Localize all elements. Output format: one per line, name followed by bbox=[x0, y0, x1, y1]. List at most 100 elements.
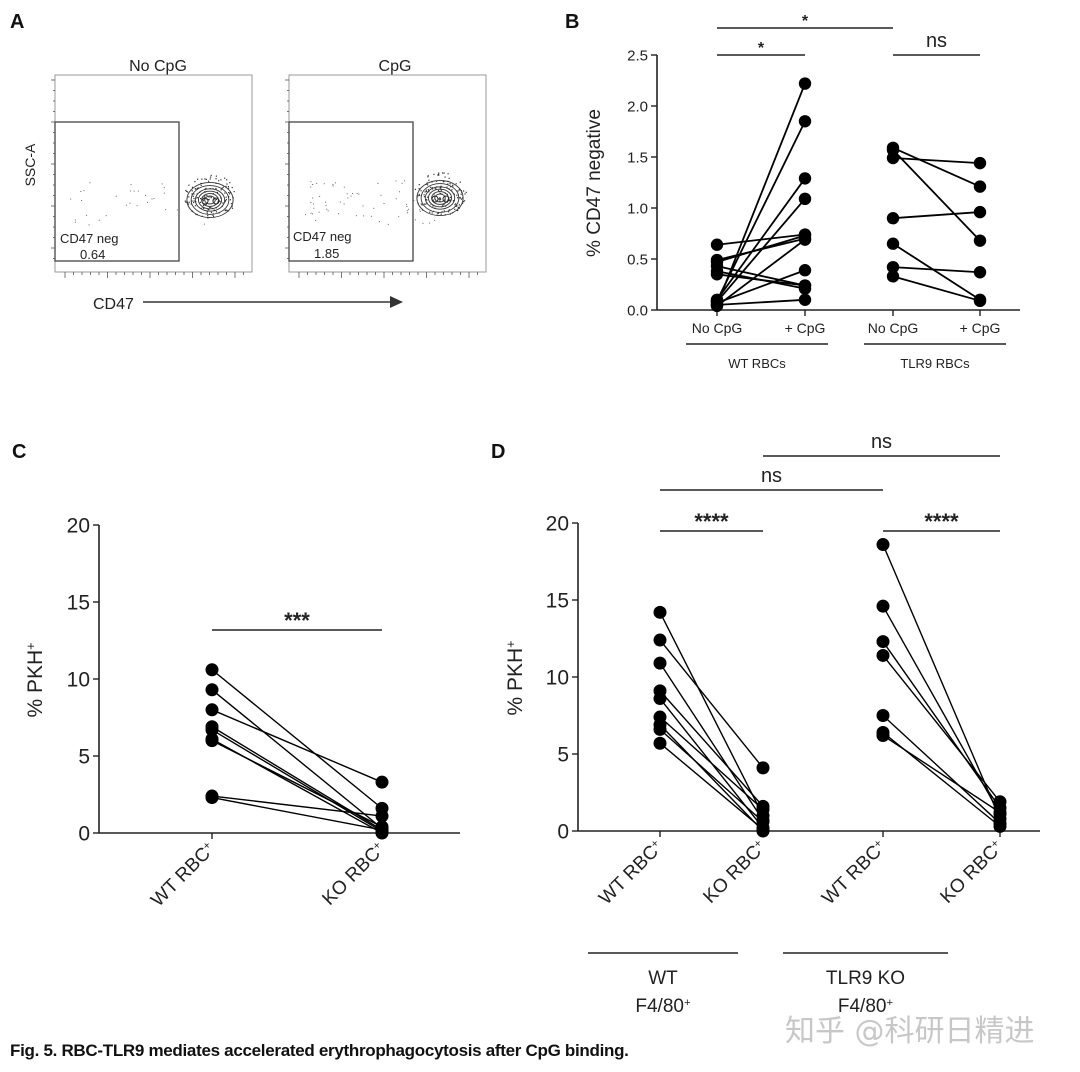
event-dot bbox=[458, 189, 460, 191]
event-dot bbox=[427, 176, 429, 178]
event-dot bbox=[227, 185, 230, 188]
event-dot bbox=[406, 205, 408, 207]
event-dot bbox=[421, 204, 423, 206]
paired-line bbox=[211, 689, 383, 829]
paired-line bbox=[892, 242, 981, 301]
event-dot bbox=[207, 199, 210, 201]
event-dot bbox=[457, 190, 459, 192]
event-dot bbox=[447, 173, 449, 175]
event-dot bbox=[425, 190, 427, 193]
paired-line bbox=[716, 83, 806, 306]
y-tick-label: 1.5 bbox=[627, 149, 648, 166]
flow-plot-cpg: CD47 neg 1.85 bbox=[285, 74, 487, 278]
density-contour bbox=[424, 186, 456, 210]
density-contour bbox=[197, 190, 222, 210]
event-dot bbox=[125, 204, 127, 206]
paired-line bbox=[716, 265, 806, 287]
event-dot bbox=[153, 198, 155, 200]
event-dot bbox=[228, 192, 230, 194]
density-peak bbox=[201, 197, 209, 205]
event-dot bbox=[457, 206, 459, 209]
event-dot bbox=[129, 202, 131, 204]
event-dot bbox=[455, 183, 457, 185]
event-dot bbox=[441, 211, 443, 213]
gate-label: CD47 neg bbox=[60, 231, 119, 246]
event-dot bbox=[465, 191, 467, 193]
event-dot bbox=[423, 194, 425, 196]
event-dot bbox=[406, 212, 408, 214]
event-dot bbox=[213, 209, 215, 211]
group-label: TLR9 RBCs bbox=[900, 356, 970, 371]
event-dot bbox=[456, 197, 459, 199]
event-dot bbox=[327, 210, 329, 212]
paired-line bbox=[892, 211, 981, 220]
event-dot bbox=[233, 190, 235, 193]
group-label: WT bbox=[648, 968, 678, 989]
panel-a-flow-cytometry: No CpG CpG SSC-A CD47 CD47 neg 0.64 CD47… bbox=[22, 58, 487, 313]
event-dot bbox=[414, 188, 417, 190]
gate-label: CD47 neg bbox=[293, 229, 352, 244]
data-point bbox=[205, 663, 219, 677]
event-dot bbox=[456, 194, 458, 196]
event-dot bbox=[373, 207, 375, 209]
event-dot bbox=[199, 198, 202, 200]
density-peak bbox=[442, 195, 450, 203]
data-point bbox=[886, 212, 900, 225]
event-dot bbox=[212, 214, 214, 217]
data-point bbox=[710, 255, 724, 269]
event-dot bbox=[197, 187, 199, 189]
paired-line bbox=[892, 149, 981, 242]
event-dot bbox=[454, 208, 456, 210]
data-point bbox=[973, 294, 987, 308]
event-dot bbox=[207, 217, 209, 219]
density-contour bbox=[416, 179, 464, 217]
density-peak bbox=[212, 197, 220, 205]
event-dot bbox=[325, 201, 327, 203]
event-dot bbox=[355, 215, 357, 217]
panel-letter-c: C bbox=[12, 441, 26, 463]
event-dot bbox=[194, 188, 197, 190]
event-dot bbox=[199, 201, 202, 204]
event-dot bbox=[440, 198, 442, 200]
event-dot bbox=[439, 198, 441, 200]
event-dot bbox=[431, 188, 434, 190]
significance-label: ns bbox=[926, 30, 947, 52]
event-dot bbox=[451, 189, 453, 191]
event-dot bbox=[452, 200, 454, 202]
event-dot bbox=[343, 186, 345, 188]
event-dot bbox=[161, 183, 163, 185]
event-dot bbox=[193, 200, 195, 202]
event-dot bbox=[315, 219, 317, 221]
event-dot bbox=[192, 195, 194, 197]
event-dot bbox=[432, 205, 434, 207]
data-point bbox=[973, 234, 987, 247]
data-point bbox=[710, 268, 724, 281]
event-dot bbox=[440, 189, 442, 191]
event-dot bbox=[350, 195, 352, 197]
event-dot bbox=[225, 209, 227, 211]
event-dot bbox=[316, 182, 318, 184]
event-dot bbox=[447, 211, 450, 213]
watermark: 知乎 @科研日精进 bbox=[785, 1014, 1035, 1049]
event-dot bbox=[442, 204, 444, 206]
x-category-label: + CpG bbox=[785, 320, 826, 336]
event-dot bbox=[437, 173, 440, 175]
event-dot bbox=[207, 208, 209, 211]
paired-line bbox=[716, 238, 806, 307]
event-dot bbox=[445, 206, 447, 208]
x-category-label: KO RBC+ bbox=[936, 836, 1007, 907]
event-dot bbox=[452, 184, 454, 186]
gate-value: 0.64 bbox=[80, 247, 105, 262]
event-dot bbox=[219, 200, 221, 202]
event-dot bbox=[221, 187, 223, 189]
event-dot bbox=[444, 199, 446, 201]
event-dot bbox=[210, 176, 212, 178]
event-dot bbox=[215, 175, 217, 177]
event-dot bbox=[89, 182, 91, 184]
event-dot bbox=[229, 182, 231, 184]
event-dot bbox=[338, 213, 340, 215]
data-point bbox=[653, 656, 667, 670]
data-point bbox=[798, 293, 812, 306]
data-point bbox=[756, 802, 770, 816]
event-dot bbox=[452, 185, 454, 187]
